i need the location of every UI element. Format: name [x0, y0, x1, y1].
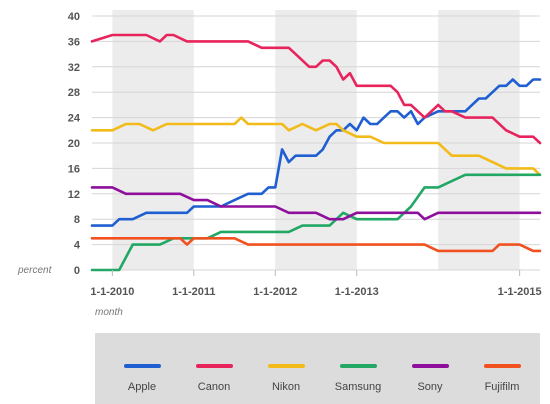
y-tick-label: 0: [74, 265, 80, 277]
legend-swatch: [412, 364, 449, 368]
year-band-2014: [438, 10, 520, 270]
legend-label: Canon: [197, 381, 231, 393]
x-tick-label: 1-1-2012: [253, 286, 297, 298]
y-tick-label: 4: [74, 240, 81, 252]
legend-swatch: [124, 364, 161, 368]
x-tick-label: 1-1-2011: [172, 286, 215, 298]
series-line-canon: [90, 33, 542, 145]
x-tick-label: 1-1-2013: [335, 286, 379, 298]
legend-item-apple: Apple: [105, 333, 179, 404]
series-line-fujifilm: [90, 237, 542, 253]
year-bands: [112, 10, 520, 270]
legend-swatch: [340, 364, 377, 368]
y-tick-label: 16: [68, 163, 80, 175]
legend: Apple Canon Nikon Samsung Sony Fujifilm: [95, 333, 540, 404]
legend-item-fujifilm: Fujifilm: [465, 333, 539, 404]
y-axis-title: percent: [17, 265, 53, 276]
legend-swatch: [268, 364, 305, 368]
legend-swatch: [484, 364, 521, 368]
legend-label: Apple: [127, 381, 157, 393]
x-tick-label: 1-1-2015: [498, 286, 542, 298]
series-lines: [90, 33, 542, 272]
y-tick-label: 12: [68, 189, 80, 201]
y-tick-label: 28: [68, 87, 80, 99]
y-tick-label: 40: [68, 11, 80, 23]
y-tick-label: 36: [68, 36, 80, 48]
x-axis-title: month: [95, 307, 123, 318]
legend-swatch: [196, 364, 233, 368]
y-tick-label: 20: [68, 138, 80, 150]
y-tick-label: 8: [74, 214, 80, 226]
x-axis-ticks: 1-1-2010 1-1-2011 1-1-2012 1-1-2013 1-1-2015: [90, 270, 542, 298]
legend-label: Nikon: [271, 381, 301, 393]
y-axis-ticks: 0 4 8 12 16 20 24 28 32 36 40: [68, 11, 81, 277]
x-tick-label: 1-1-2010: [90, 286, 134, 298]
y-tick-label: 32: [68, 62, 80, 74]
series-line-nikon: [90, 116, 542, 177]
legend-label: Sony: [417, 381, 443, 393]
legend-label: Samsung: [334, 381, 382, 393]
legend-item-nikon: Nikon: [249, 333, 323, 404]
legend-item-samsung: Samsung: [321, 333, 395, 404]
y-tick-label: 24: [68, 113, 81, 125]
series-line-sony: [90, 186, 542, 221]
legend-label: Fujifilm: [484, 381, 520, 393]
series-line-apple: [90, 78, 542, 227]
year-band-2010: [112, 10, 194, 270]
legend-item-canon: Canon: [177, 333, 251, 404]
legend-item-sony: Sony: [393, 333, 467, 404]
